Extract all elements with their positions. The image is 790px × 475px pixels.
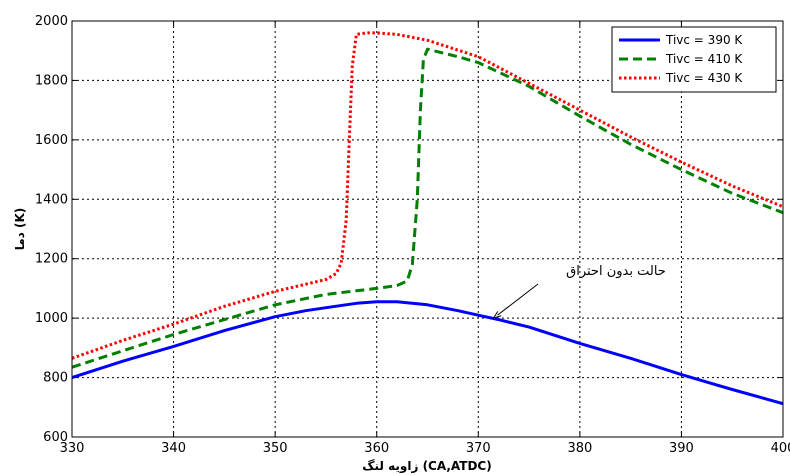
- y-axis-label: دما (K): [13, 208, 27, 251]
- y-tick-label: 1400: [35, 192, 68, 207]
- annotation-arrow: [497, 283, 539, 316]
- legend-label-1: Tivc = 390 K: [665, 33, 743, 47]
- x-tick-label: 380: [567, 441, 592, 456]
- legend-label-2: Tivc = 410 K: [665, 52, 743, 66]
- x-tick-label: 330: [60, 441, 85, 456]
- legend: Tivc = 390 K Tivc = 410 K Tivc = 430 K: [611, 26, 777, 93]
- x-tick-label: 390: [669, 441, 694, 456]
- legend-label-3: Tivc = 430 K: [665, 71, 743, 85]
- y-tick-label: 2000: [35, 14, 68, 29]
- x-axis-label: زاویه لنگ (CA,ATDC): [362, 459, 491, 474]
- y-tick-label: 1000: [35, 311, 68, 326]
- x-tick-label: 370: [466, 441, 491, 456]
- series-line-2: [71, 47, 784, 369]
- series-line-3: [71, 31, 784, 360]
- x-tick-label: 350: [263, 441, 288, 456]
- series-line-1: [71, 300, 784, 406]
- grid-lines: [72, 21, 783, 437]
- x-tick-label: 400: [771, 441, 790, 456]
- y-tick-label: 1600: [35, 133, 68, 148]
- annotation: حالت بدون احتراق: [492, 264, 666, 320]
- annotation-arrowhead: [492, 311, 502, 320]
- series-lines: [71, 31, 784, 406]
- plot-frame: [71, 20, 784, 438]
- y-tick-label: 1200: [35, 252, 68, 267]
- x-tick-label: 340: [161, 441, 186, 456]
- y-tick-label: 800: [43, 371, 68, 386]
- y-tick-label: 1800: [35, 73, 68, 88]
- y-tick-label: 600: [43, 430, 68, 445]
- annotation-label: حالت بدون احتراق: [566, 264, 666, 279]
- axis-ticks: 330 340 350 360 370 380 390 400 600 800 1000 1200 14…: [35, 14, 790, 456]
- x-tick-label: 360: [364, 441, 389, 456]
